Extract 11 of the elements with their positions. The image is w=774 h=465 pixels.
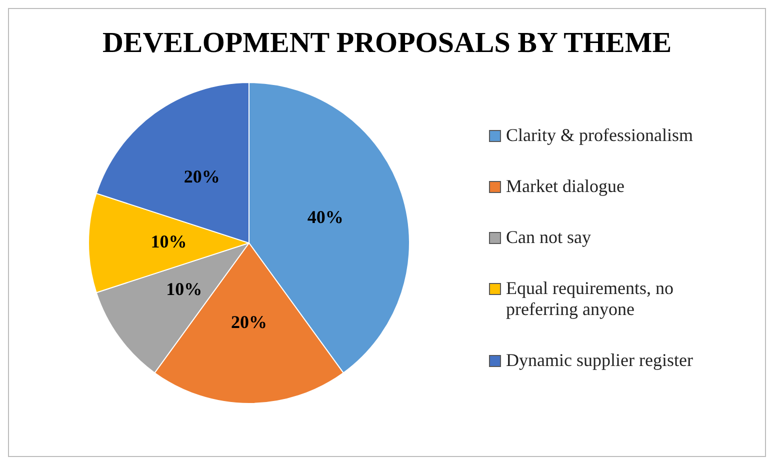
legend-label: Dynamic supplier register [506, 350, 693, 371]
data-label: 10% [166, 278, 202, 299]
data-label: 20% [231, 312, 267, 332]
data-label: 40% [307, 206, 344, 227]
data-label: 10% [150, 232, 187, 252]
chart-title: DEVELOPMENT PROPOSALS BY THEME [101, 27, 673, 60]
legend-label: Equal requirements, no preferring anyone [506, 278, 674, 320]
data-label: 20% [184, 166, 220, 187]
legend-label: Can not say [506, 227, 591, 248]
legend-label: Clarity & professionalism [506, 125, 693, 146]
legend-label: Market dialogue [506, 176, 624, 197]
